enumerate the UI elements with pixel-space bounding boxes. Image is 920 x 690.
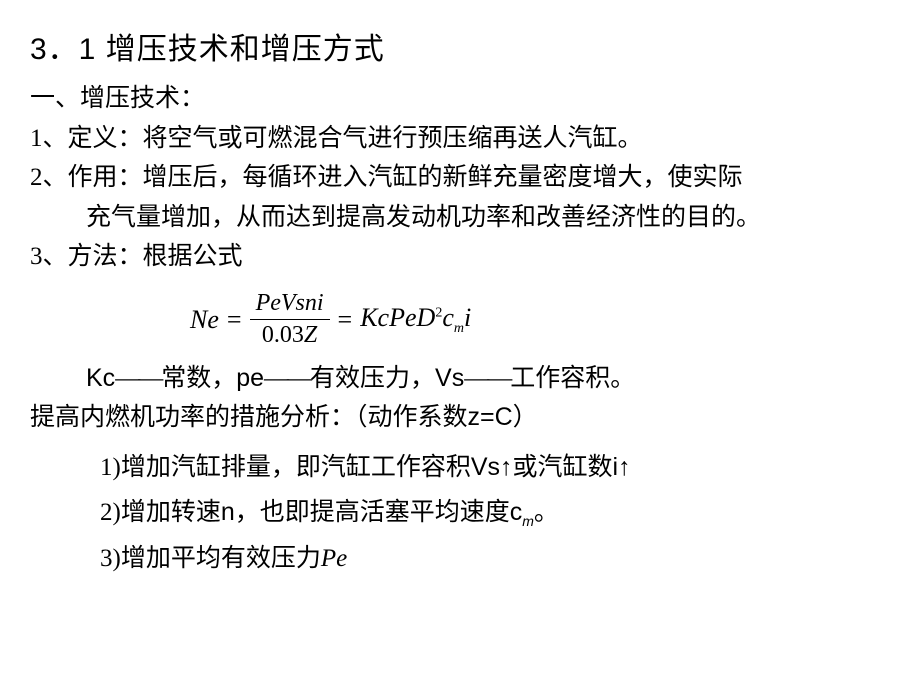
m1-text-c: ↑或汽缸数 (500, 454, 613, 481)
m2-sub-m: m (522, 513, 534, 529)
rhs-i: i (464, 303, 471, 332)
fraction-denominator: 0.03Z (256, 320, 323, 350)
m2-c: c (510, 498, 523, 526)
legend-vs: Vs (435, 364, 464, 392)
m1-i: i↑ (613, 453, 631, 481)
legend-kc: Kc (86, 364, 115, 392)
heading-1: 一、增压技术： (30, 80, 890, 118)
measure-3: 3)增加平均有效压力Pe (30, 540, 890, 578)
m1-vs: Vs (471, 453, 500, 481)
document-page: 3．1 增压技术和增压方式 一、增压技术： 1、定义：将空气或可燃混合气进行预压… (0, 0, 920, 578)
dash-icon: —— (264, 365, 310, 392)
equals-icon: = (227, 305, 242, 335)
formula-rhs: KcPeD2cmi (360, 303, 471, 337)
fraction: PeVsni 0.03Z (250, 290, 330, 350)
m1-text-a: 1)增加汽缸排量，即汽缸工作容积 (100, 454, 471, 481)
legend-kc-text: 常数， (161, 365, 236, 392)
measure-2: 2)增加转速n，也即提高活塞平均速度cm。 (30, 494, 890, 532)
m2-text-c: ，也即提高活塞平均速度 (235, 499, 510, 526)
equals-icon: = (338, 305, 353, 335)
den-number: 0.03 (262, 322, 304, 348)
den-z: Z (304, 322, 317, 348)
fraction-numerator: PeVsni (250, 290, 330, 321)
analysis-text-a: 提高内燃机功率的措施分析：（动作系数 (30, 404, 468, 431)
item-effect-line1: 2、作用：增压后，每循环进入汽缸的新鲜充量密度增大，使实际 (30, 159, 890, 197)
dash-icon: —— (464, 365, 510, 392)
formula-block: Ne = PeVsni 0.03Z = KcPeD2cmi (30, 290, 890, 350)
legend-pe: pe (236, 364, 264, 392)
m2-text-a: 2)增加转速 (100, 499, 221, 526)
legend-vs-text: 工作容积。 (510, 365, 635, 392)
m2-text-f: 。 (534, 499, 559, 526)
analysis-heading: 提高内燃机功率的措施分析：（动作系数z=C） (30, 399, 890, 437)
legend-pe-text: 有效压力， (310, 365, 435, 392)
m3-text-a: 3)增加平均有效压力 (100, 545, 321, 572)
section-title: 3．1 增压技术和增压方式 (30, 24, 890, 68)
item-definition: 1、定义：将空气或可燃混合气进行预压缩再送人汽缸。 (30, 120, 890, 158)
analysis-text-c: ） (513, 404, 538, 431)
rhs-c: c (442, 303, 454, 332)
m2-n: n (221, 498, 235, 526)
measure-1: 1)增加汽缸排量，即汽缸工作容积Vs↑或汽缸数i↑ (30, 449, 890, 487)
legend-line: Kc——常数，pe——有效压力，Vs——工作容积。 (30, 360, 890, 398)
rhs-sub: m (454, 321, 464, 336)
dash-icon: —— (115, 365, 161, 392)
item-effect-line2: 充气量增加，从而达到提高发动机功率和改善经济性的目的。 (30, 199, 890, 237)
formula-lhs: Ne (190, 305, 219, 335)
item-method: 3、方法：根据公式 (30, 238, 890, 276)
rhs-pre: KcPeD (360, 303, 435, 332)
formula: Ne = PeVsni 0.03Z = KcPeD2cmi (190, 290, 471, 350)
analysis-zc: z=C (468, 403, 513, 431)
m3-pe: Pe (321, 545, 347, 572)
